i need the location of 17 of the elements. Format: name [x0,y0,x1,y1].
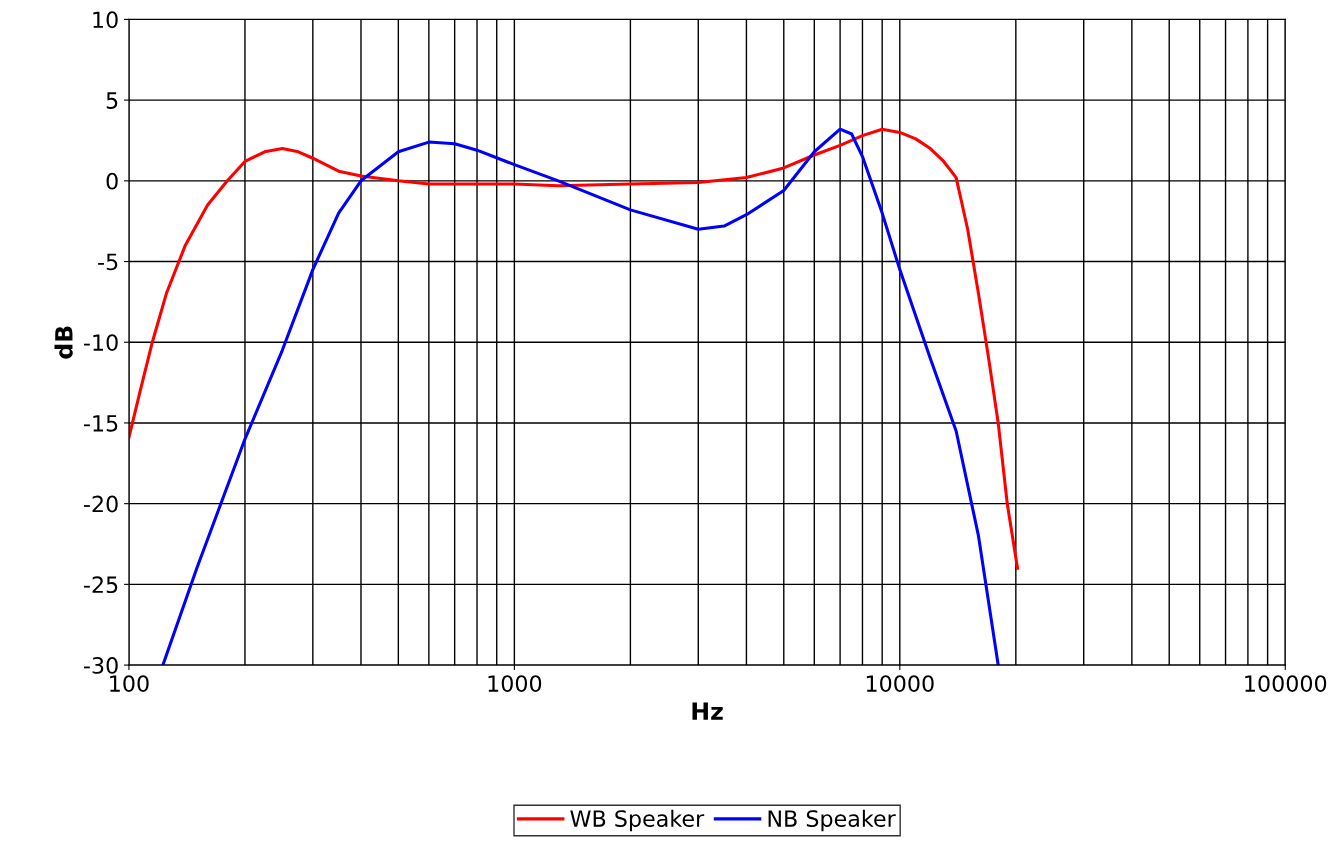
legend-label: NB Speaker [768,809,896,832]
y-axis-title: dB [54,326,73,359]
y-tick-label: -30 [84,657,118,674]
y-tick-label: -5 [98,253,118,271]
x-tick-label: 1000 [488,675,542,692]
y-tick-label: -20 [84,495,118,513]
y-tick-label: 10 [93,11,118,29]
y-tick-label: -25 [84,576,118,594]
x-tick-label: 100000 [1245,675,1327,692]
x-tick-label: 10000 [866,675,934,692]
x-tick-label: 100 [110,675,149,692]
y-tick-label: -15 [84,415,118,432]
y-tick-label: 5 [106,92,118,109]
legend-label: WB Speaker [570,809,705,832]
y-tick-label: -10 [84,334,118,351]
x-axis-title: Hz [692,702,723,720]
y-tick-label: 0 [106,172,118,190]
